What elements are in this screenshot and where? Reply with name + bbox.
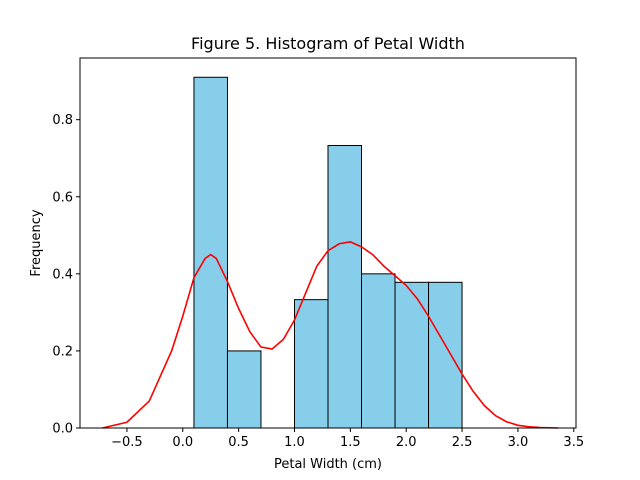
chart-title: Figure 5. Histogram of Petal Width	[191, 34, 465, 53]
x-tick-label: −0.5	[111, 435, 143, 450]
histogram-bars	[193, 76, 463, 429]
density-curve	[102, 241, 559, 429]
x-tick-label: 3.0	[508, 435, 529, 450]
x-tick-label: 2.0	[396, 435, 417, 450]
histogram-bar-3	[293, 299, 329, 429]
histogram-bar-4	[327, 144, 363, 429]
histogram-bar-5	[361, 273, 396, 429]
histogram-bar-7	[428, 281, 463, 429]
x-axis-label: Petal Width (cm)	[274, 457, 382, 472]
histogram-bar-6	[394, 281, 430, 429]
y-tick-label: 0.2	[52, 344, 73, 359]
x-tick-label: 0.5	[228, 435, 249, 450]
y-axis-label: Frequency	[29, 209, 44, 276]
y-tick-label: 0.0	[52, 422, 73, 437]
x-tick-label: 3.5	[563, 435, 584, 450]
y-tick-label: 0.6	[52, 190, 73, 205]
y-tick-label: 0.4	[52, 267, 73, 282]
y-axis: 0.0 0.2 0.4 0.6 0.8	[52, 113, 80, 437]
x-tick-label: 1.5	[340, 435, 361, 450]
x-tick-label: 1.0	[284, 435, 305, 450]
x-axis: −0.5 0.0 0.5 1.0 1.5 2.0 2.5 3.0 3.5	[111, 428, 584, 450]
y-tick-label: 0.8	[52, 113, 73, 128]
x-tick-label: 2.5	[452, 435, 473, 450]
histogram-bar-0	[193, 76, 228, 429]
histogram-bar-1	[226, 350, 262, 429]
x-tick-label: 0.0	[172, 435, 193, 450]
plot-frame	[79, 57, 577, 429]
